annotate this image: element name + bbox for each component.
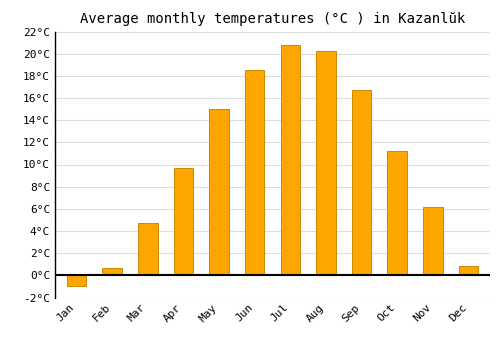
Bar bbox=[388, 151, 407, 275]
Bar bbox=[423, 206, 443, 275]
Bar bbox=[459, 266, 478, 275]
Bar bbox=[245, 70, 264, 275]
Bar bbox=[316, 51, 336, 275]
Title: Average monthly temperatures (°C ) in Kazanlŭk: Average monthly temperatures (°C ) in Ka… bbox=[80, 12, 465, 26]
Bar bbox=[209, 109, 229, 275]
Bar bbox=[352, 90, 372, 275]
Bar bbox=[174, 168, 193, 275]
Bar bbox=[66, 275, 86, 286]
Bar bbox=[102, 267, 122, 275]
Bar bbox=[280, 45, 300, 275]
Bar bbox=[138, 223, 158, 275]
